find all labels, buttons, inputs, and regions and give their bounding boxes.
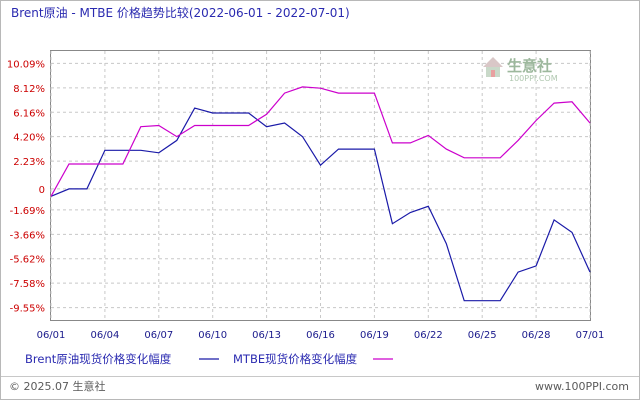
- x-tick-label: 06/25: [468, 330, 497, 341]
- y-tick-label: -1.69%: [10, 206, 45, 217]
- x-tick-label: 06/22: [414, 330, 443, 341]
- y-tick-label: 0: [39, 185, 45, 196]
- x-tick-label: 06/19: [360, 330, 389, 341]
- x-tick-label: 07/01: [576, 330, 605, 341]
- y-tick-label: 6.16%: [13, 108, 45, 119]
- x-tick-label: 06/10: [198, 330, 227, 341]
- y-axis-ticks: 10.09% 8.12% 6.16% 4.20% 2.23% 0 -1.69% -3.66% -…: [7, 59, 45, 314]
- series-line-mtbe: [50, 86, 591, 197]
- x-axis-ticks: 06/01 06/04 06/07 06/10 06/13 06/16 06/19 06/22…: [37, 330, 605, 341]
- y-tick-label: -3.66%: [10, 230, 45, 241]
- watermark-logo: 生意社 100PPI.COM: [483, 57, 558, 83]
- series-line-brent: [50, 107, 591, 302]
- x-tick-label: 06/07: [144, 330, 173, 341]
- chart-title: Brent原油 - MTBE 价格趋势比较(2022-06-01 - 2022-…: [11, 5, 350, 20]
- series-lines: [50, 86, 591, 302]
- y-tick-label: 2.23%: [13, 157, 45, 168]
- house-logo-icon: [483, 57, 503, 77]
- y-tick-label: -7.58%: [10, 279, 45, 290]
- y-tick-label: 4.20%: [13, 133, 45, 144]
- x-tick-label: 06/28: [522, 330, 551, 341]
- watermark-subtext: 100PPI.COM: [509, 74, 558, 83]
- y-tick-label: -5.62%: [10, 255, 45, 266]
- x-tick-label: 06/13: [252, 330, 281, 341]
- legend-label-brent: Brent原油现货价格变化幅度: [25, 352, 172, 366]
- footer-copyright: © 2025.07 生意社: [9, 379, 105, 393]
- x-tick-label: 06/04: [90, 330, 119, 341]
- y-tick-label: -9.55%: [10, 304, 45, 315]
- legend-label-mtbe: MTBE现货价格变化幅度: [233, 352, 358, 366]
- grid-lines: [50, 51, 591, 320]
- legend: Brent原油现货价格变化幅度 MTBE现货价格变化幅度: [25, 352, 393, 366]
- y-tick-label: 10.09%: [7, 59, 45, 70]
- x-tick-label: 06/01: [37, 330, 66, 341]
- x-tick-label: 06/16: [306, 330, 335, 341]
- watermark-text: 生意社: [507, 57, 552, 75]
- y-tick-label: 8.12%: [13, 84, 45, 95]
- footer-url: www.100PPI.com: [535, 380, 629, 393]
